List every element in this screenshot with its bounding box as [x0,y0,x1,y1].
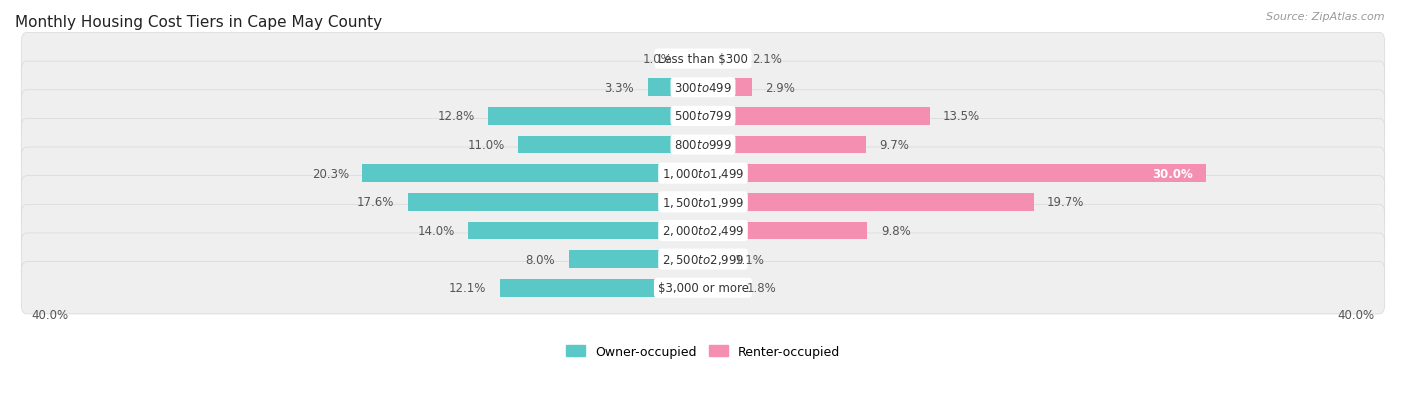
Bar [703,79,752,97]
Text: $3,000 or more: $3,000 or more [658,282,748,294]
Text: $1,000 to $1,499: $1,000 to $1,499 [662,167,744,181]
Text: 9.7%: 9.7% [879,139,910,152]
Text: $2,500 to $2,999: $2,500 to $2,999 [662,252,744,266]
Text: Less than $300: Less than $300 [658,53,748,66]
Text: 19.7%: 19.7% [1047,196,1084,209]
FancyBboxPatch shape [21,262,1385,314]
Text: 8.0%: 8.0% [526,253,555,266]
Bar [488,108,703,126]
Bar [569,251,703,268]
FancyBboxPatch shape [21,90,1385,143]
Text: 2.9%: 2.9% [765,81,794,95]
Text: 12.1%: 12.1% [449,282,486,294]
Text: 12.8%: 12.8% [437,110,475,123]
FancyBboxPatch shape [21,119,1385,171]
Text: 13.5%: 13.5% [943,110,980,123]
Text: 40.0%: 40.0% [32,309,69,322]
Bar [703,165,1206,183]
Bar [363,165,703,183]
FancyBboxPatch shape [21,205,1385,257]
Bar [703,251,721,268]
Bar [703,51,738,68]
FancyBboxPatch shape [21,176,1385,228]
Text: 9.8%: 9.8% [882,224,911,237]
Text: 1.1%: 1.1% [735,253,765,266]
Text: Source: ZipAtlas.com: Source: ZipAtlas.com [1267,12,1385,22]
Text: 40.0%: 40.0% [1337,309,1374,322]
Bar [703,136,866,154]
Text: 1.0%: 1.0% [643,53,673,66]
Bar [648,79,703,97]
Text: 2.1%: 2.1% [752,53,782,66]
Text: 20.3%: 20.3% [312,167,349,180]
Text: $2,000 to $2,499: $2,000 to $2,499 [662,224,744,238]
Text: $500 to $799: $500 to $799 [673,110,733,123]
Text: $1,500 to $1,999: $1,500 to $1,999 [662,195,744,209]
Bar [703,194,1033,211]
Bar [686,51,703,68]
Text: 3.3%: 3.3% [605,81,634,95]
Text: 1.8%: 1.8% [747,282,776,294]
Bar [408,194,703,211]
Bar [501,279,703,297]
Legend: Owner-occupied, Renter-occupied: Owner-occupied, Renter-occupied [561,340,845,363]
Text: 17.6%: 17.6% [357,196,394,209]
Text: Monthly Housing Cost Tiers in Cape May County: Monthly Housing Cost Tiers in Cape May C… [15,15,382,30]
Text: 11.0%: 11.0% [468,139,505,152]
FancyBboxPatch shape [21,62,1385,114]
Text: $800 to $999: $800 to $999 [673,139,733,152]
FancyBboxPatch shape [21,148,1385,200]
Text: $300 to $499: $300 to $499 [673,81,733,95]
Bar [519,136,703,154]
Text: 14.0%: 14.0% [418,224,454,237]
Text: 30.0%: 30.0% [1153,167,1192,180]
Bar [468,222,703,240]
Bar [703,108,929,126]
FancyBboxPatch shape [21,33,1385,85]
Bar [703,279,733,297]
FancyBboxPatch shape [21,233,1385,286]
Bar [703,222,868,240]
